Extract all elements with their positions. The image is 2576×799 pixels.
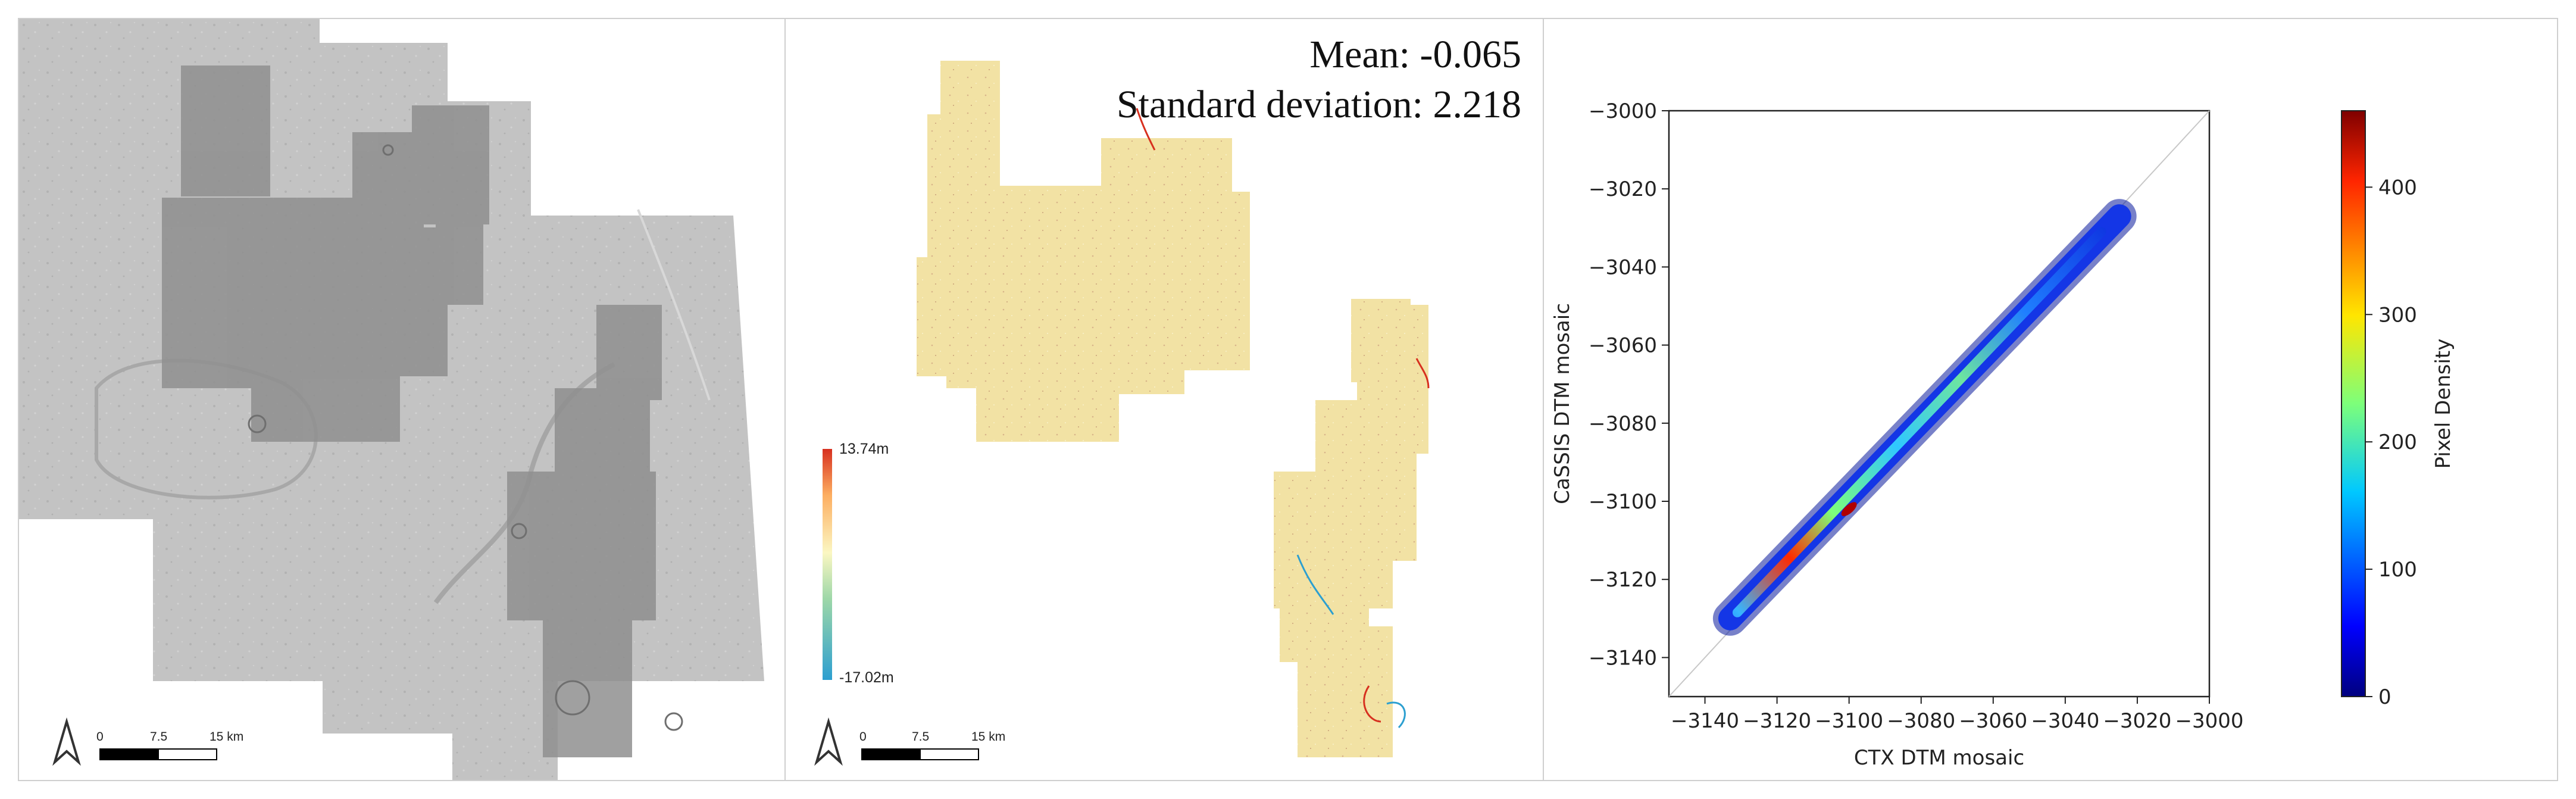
scale-bar <box>99 748 217 760</box>
scarp <box>637 209 711 401</box>
colorbar-tick-label: 0 <box>2378 685 2391 709</box>
y-tick-label: −3040 <box>1589 255 1657 279</box>
scale-bar <box>861 748 979 760</box>
scale-tick-0: 0 <box>859 730 867 744</box>
north-arrow-icon <box>814 717 843 766</box>
scale-tick-0: 0 <box>96 730 104 744</box>
density-scatter-chart: −3140 −3120 −3100 −3080 −3060 −3040 −3020 −3000… <box>1550 99 2455 770</box>
x-axis-title: CTX DTM mosaic <box>1854 746 2024 770</box>
colorbar <box>2341 110 2366 697</box>
colorbar-tick-label: 300 <box>2378 303 2417 327</box>
hillshade-map <box>19 19 764 780</box>
colorbar-title: Pixel Density <box>2431 339 2455 469</box>
y-tick-label: −3100 <box>1589 490 1657 514</box>
difference-stats: Mean: -0.065 Standard deviation: 2.218 <box>1117 30 1521 130</box>
scale-tick-15km: 15 km <box>210 730 244 744</box>
colorbar-tick-label: 200 <box>2378 430 2417 454</box>
density-band-core <box>1732 227 2106 617</box>
difference-panel: Mean: -0.065 Standard deviation: 2.218 1… <box>784 18 1544 781</box>
y-tick-label: −3000 <box>1589 99 1657 123</box>
x-tick-label: −3140 <box>1671 709 1739 733</box>
difference-artefacts <box>1136 108 1430 729</box>
difference-map <box>814 61 1430 766</box>
legend-min-label: -17.02m <box>839 669 894 686</box>
cassis-footprint <box>162 65 662 757</box>
density-peak <box>1841 502 1857 516</box>
scale-tick-7-5: 7.5 <box>150 730 168 744</box>
difference-footprint <box>917 61 1428 757</box>
mean-stat: Mean: -0.065 <box>1309 33 1521 76</box>
x-tick-label: −3020 <box>2103 709 2171 733</box>
y-tick-label: −3140 <box>1589 646 1657 670</box>
scale-tick-15km: 15 km <box>971 730 1006 744</box>
y-tick-label: −3060 <box>1589 334 1657 358</box>
y-tick-label: −3020 <box>1589 177 1657 201</box>
x-tick-label: −3040 <box>2031 709 2099 733</box>
std-stat: Standard deviation: 2.218 <box>1116 83 1521 126</box>
scatter-panel: −3140 −3120 −3100 −3080 −3060 −3040 −3020 −3000… <box>1543 18 2558 781</box>
y-tick-label: −3120 <box>1589 568 1657 592</box>
north-arrow-icon <box>52 717 81 766</box>
legend-max-label: 13.74m <box>839 441 889 457</box>
x-tick-label: −3120 <box>1743 709 1811 733</box>
x-tick-label: −3080 <box>1887 709 1955 733</box>
craters <box>248 144 683 731</box>
y-tick-label: −3080 <box>1589 412 1657 436</box>
difference-legend-ramp <box>823 449 832 680</box>
colorbar-tick-label: 100 <box>2378 558 2417 582</box>
scale-tick-7-5: 7.5 <box>912 730 930 744</box>
hillshade-panel: 0 7.5 15 km <box>18 18 786 781</box>
colorbar-tick-label: 400 <box>2378 176 2417 199</box>
x-tick-label: −3000 <box>2175 709 2243 733</box>
y-axis-title: CaSSIS DTM mosaic <box>1550 303 1574 504</box>
x-tick-label: −3060 <box>1959 709 2027 733</box>
x-tick-label: −3100 <box>1815 709 1883 733</box>
